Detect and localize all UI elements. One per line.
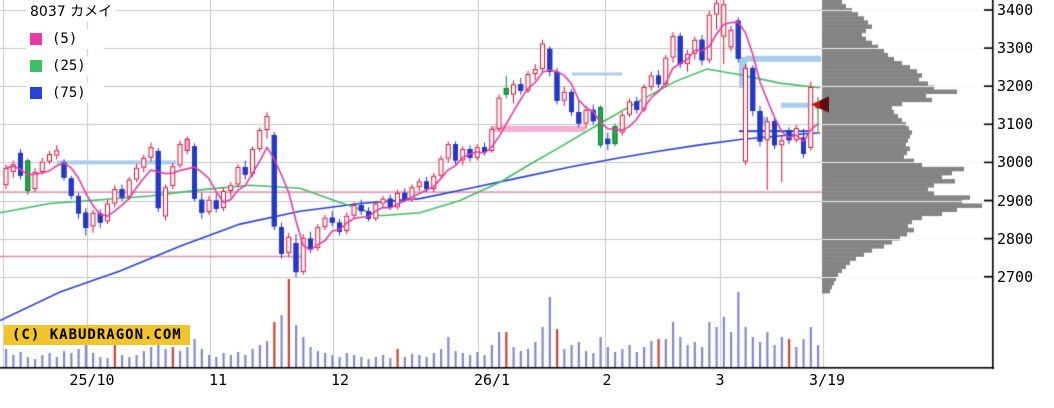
- stock-title: 8037 カメイ: [26, 0, 117, 22]
- y-axis-label: 3300: [997, 39, 1034, 58]
- x-axis-label: 3: [715, 371, 725, 389]
- y-axis-label: 2900: [997, 191, 1034, 210]
- legend-item-ma25: (25): [26, 56, 104, 76]
- x-axis-label: 3/19: [808, 371, 846, 389]
- ma25-legend-label: (25): [52, 58, 86, 74]
- x-axis-label: 25/10: [69, 371, 115, 389]
- y-axis-label: 3000: [997, 153, 1034, 172]
- legend-item-ma5: (5): [26, 29, 104, 49]
- y-axis-label: 3100: [997, 115, 1034, 134]
- x-axis-label: 26/1: [473, 371, 511, 389]
- ma5-legend-label: (5): [52, 31, 78, 47]
- ma75-legend-label: (75): [52, 85, 86, 101]
- y-axis-label: 2700: [997, 267, 1034, 286]
- ma25-color-swatch: [30, 60, 42, 72]
- y-axis-label: 3400: [997, 1, 1034, 19]
- chart-legend: 8037 カメイ (5) (25) (75): [26, 0, 117, 103]
- x-axis-label: 12: [330, 371, 350, 389]
- y-axis-label: 3200: [997, 77, 1034, 96]
- ma75-color-swatch: [30, 87, 42, 99]
- legend-item-ma75: (75): [26, 83, 104, 103]
- x-axis-label: 11: [208, 371, 228, 389]
- y-axis-label: 2800: [997, 229, 1034, 248]
- ma5-color-swatch: [30, 33, 42, 45]
- copyright-badge: (C) KABUDRAGON.COM: [4, 325, 190, 345]
- x-axis-label: 2: [602, 371, 612, 389]
